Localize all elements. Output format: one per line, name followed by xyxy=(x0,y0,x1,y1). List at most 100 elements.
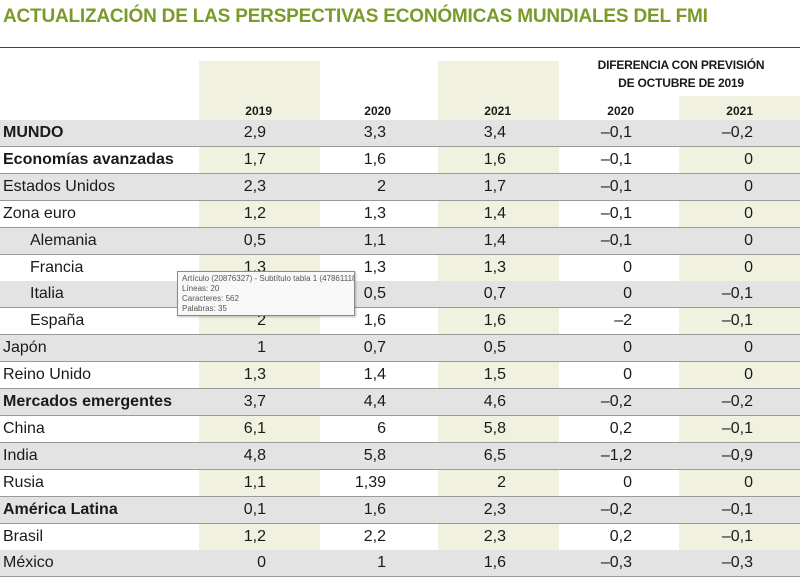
value-cell: 0,7 xyxy=(363,339,386,357)
value-cell: –0,3 xyxy=(600,554,632,572)
row-label: Rusia xyxy=(3,473,44,491)
value-cell: 1,6 xyxy=(483,150,506,168)
row-label: China xyxy=(3,419,45,437)
value-cell: 1,2 xyxy=(243,204,266,222)
difference-header-line1: DIFERENCIA CON PREVISIÓN xyxy=(597,58,765,72)
value-cell: 3,4 xyxy=(483,124,506,141)
value-cell: 6,1 xyxy=(243,419,266,437)
row-label: Mercados emergentes xyxy=(3,393,172,410)
value-cell: –0,1 xyxy=(721,285,753,303)
difference-header-line2: DE OCTUBRE DE 2019 xyxy=(618,76,744,90)
row-label: Alemania xyxy=(30,231,97,249)
tooltip-line-article: Artículo (20876327) - Subtítulo tabla 1 … xyxy=(182,274,355,283)
row-label: Estados Unidos xyxy=(3,177,116,195)
value-cell: 1,7 xyxy=(243,150,266,168)
top-rule xyxy=(0,47,800,48)
tooltip-line-chars: Caracteres: 562 xyxy=(182,294,239,303)
value-cell: 2,3 xyxy=(483,500,506,518)
value-cell: 0 xyxy=(744,366,753,384)
value-cell: 0 xyxy=(744,177,753,195)
value-cell: –0,1 xyxy=(600,204,632,222)
value-cell: 1,5 xyxy=(483,366,506,384)
value-cell: –0,2 xyxy=(600,393,632,410)
value-cell: 0 xyxy=(623,258,632,276)
value-cell: 1 xyxy=(257,339,266,357)
table-row: Estados Unidos 2,3 2 1,7 –0,1 0 xyxy=(0,173,800,201)
value-cell: 0 xyxy=(744,258,753,276)
value-cell: 0,2 xyxy=(609,419,632,437)
value-cell: 1,6 xyxy=(363,500,386,518)
value-cell: 0 xyxy=(744,204,753,222)
value-cell: 5,8 xyxy=(483,419,506,437)
table-row: Zona euro 1,2 1,3 1,4 –0,1 0 xyxy=(0,201,800,228)
value-cell: 1,1 xyxy=(243,473,266,491)
table-row: China 6,1 6 5,8 0,2 –0,1 xyxy=(0,416,800,443)
row-label: Italia xyxy=(30,285,64,303)
value-cell: 6,5 xyxy=(483,446,506,464)
row-label: Francia xyxy=(30,258,84,276)
tooltip-line-words: Palabras: 35 xyxy=(182,304,227,313)
value-cell: 1,2 xyxy=(243,527,266,545)
value-cell: 0 xyxy=(623,285,632,303)
value-cell: 0,2 xyxy=(609,527,632,545)
value-cell: 0 xyxy=(744,150,753,168)
value-cell: 1,3 xyxy=(363,204,386,222)
row-label: Brasil xyxy=(3,527,44,545)
value-cell: –0,1 xyxy=(600,231,632,249)
value-cell: 1,4 xyxy=(483,204,506,222)
table-row: Brasil 1,2 2,2 2,3 0,2 –0,1 xyxy=(0,524,800,551)
value-cell: –0,1 xyxy=(600,177,632,195)
tooltip-line-lines: Líneas: 20 xyxy=(182,284,220,293)
value-cell: 3,3 xyxy=(363,124,386,141)
value-cell: –0,1 xyxy=(721,419,753,437)
difference-header: DIFERENCIA CON PREVISIÓN DE OCTUBRE DE 2… xyxy=(576,56,786,92)
value-cell: 4,4 xyxy=(363,393,386,410)
value-cell: 1,39 xyxy=(354,473,386,491)
table-title: ACTUALIZACIÓN DE LAS PERSPECTIVAS ECONÓM… xyxy=(3,6,708,27)
col-header-diff-2021: 2021 xyxy=(726,104,753,118)
value-cell: –0,3 xyxy=(721,554,753,572)
value-cell: –0,1 xyxy=(721,312,753,330)
col-header-2019: 2019 xyxy=(245,104,272,118)
value-cell: 2,3 xyxy=(483,527,506,545)
value-cell: –0,1 xyxy=(600,150,632,168)
row-label: México xyxy=(3,554,54,572)
table-row: México 0 1 1,6 –0,3 –0,3 xyxy=(0,550,800,577)
table-row: España 2 1,6 1,6 –2 –0,1 xyxy=(0,308,800,336)
value-cell: 1,3 xyxy=(483,258,506,276)
table-row: Rusia 1,1 1,39 2 0 0 xyxy=(0,470,800,497)
value-cell: 4,8 xyxy=(243,446,266,464)
row-label: India xyxy=(3,446,38,464)
table-row: Italia 0,5 0,7 0 –0,1 xyxy=(0,281,800,309)
value-cell: 6 xyxy=(377,419,386,437)
row-label: Reino Unido xyxy=(3,366,92,384)
value-cell: 3,7 xyxy=(243,393,266,410)
value-cell: –0,2 xyxy=(721,393,753,410)
value-cell: 0 xyxy=(744,473,753,491)
value-cell: 1,6 xyxy=(483,312,506,330)
value-cell: 0 xyxy=(257,554,266,572)
value-cell: –0,9 xyxy=(721,446,753,464)
value-cell: 2 xyxy=(497,473,506,491)
row-label: España xyxy=(30,312,85,330)
value-cell: 0,5 xyxy=(483,339,506,357)
row-label: Economías avanzadas xyxy=(3,150,174,168)
value-cell: 1,4 xyxy=(363,366,386,384)
col-header-2020: 2020 xyxy=(364,104,391,118)
value-cell: 2 xyxy=(377,177,386,195)
value-cell: 1,3 xyxy=(363,258,386,276)
value-cell: 1,6 xyxy=(483,554,506,572)
value-cell: 0,7 xyxy=(483,285,506,303)
col-header-diff-2020: 2020 xyxy=(607,104,634,118)
value-cell: 0 xyxy=(744,231,753,249)
table-row: Francia 1,3 1,3 1,3 0 0 xyxy=(0,255,800,282)
value-cell: 1 xyxy=(377,554,386,572)
table-row: Japón 1 0,7 0,5 0 0 xyxy=(0,335,800,363)
value-cell: 1,6 xyxy=(363,312,386,330)
row-label: Japón xyxy=(3,339,47,357)
table-row: Economías avanzadas 1,7 1,6 1,6 –0,1 0 xyxy=(0,147,800,174)
value-cell: 1,1 xyxy=(363,231,386,249)
row-label: MUNDO xyxy=(3,124,64,141)
value-cell: 0 xyxy=(623,366,632,384)
table-row: Alemania 0,5 1,1 1,4 –0,1 0 xyxy=(0,227,800,255)
